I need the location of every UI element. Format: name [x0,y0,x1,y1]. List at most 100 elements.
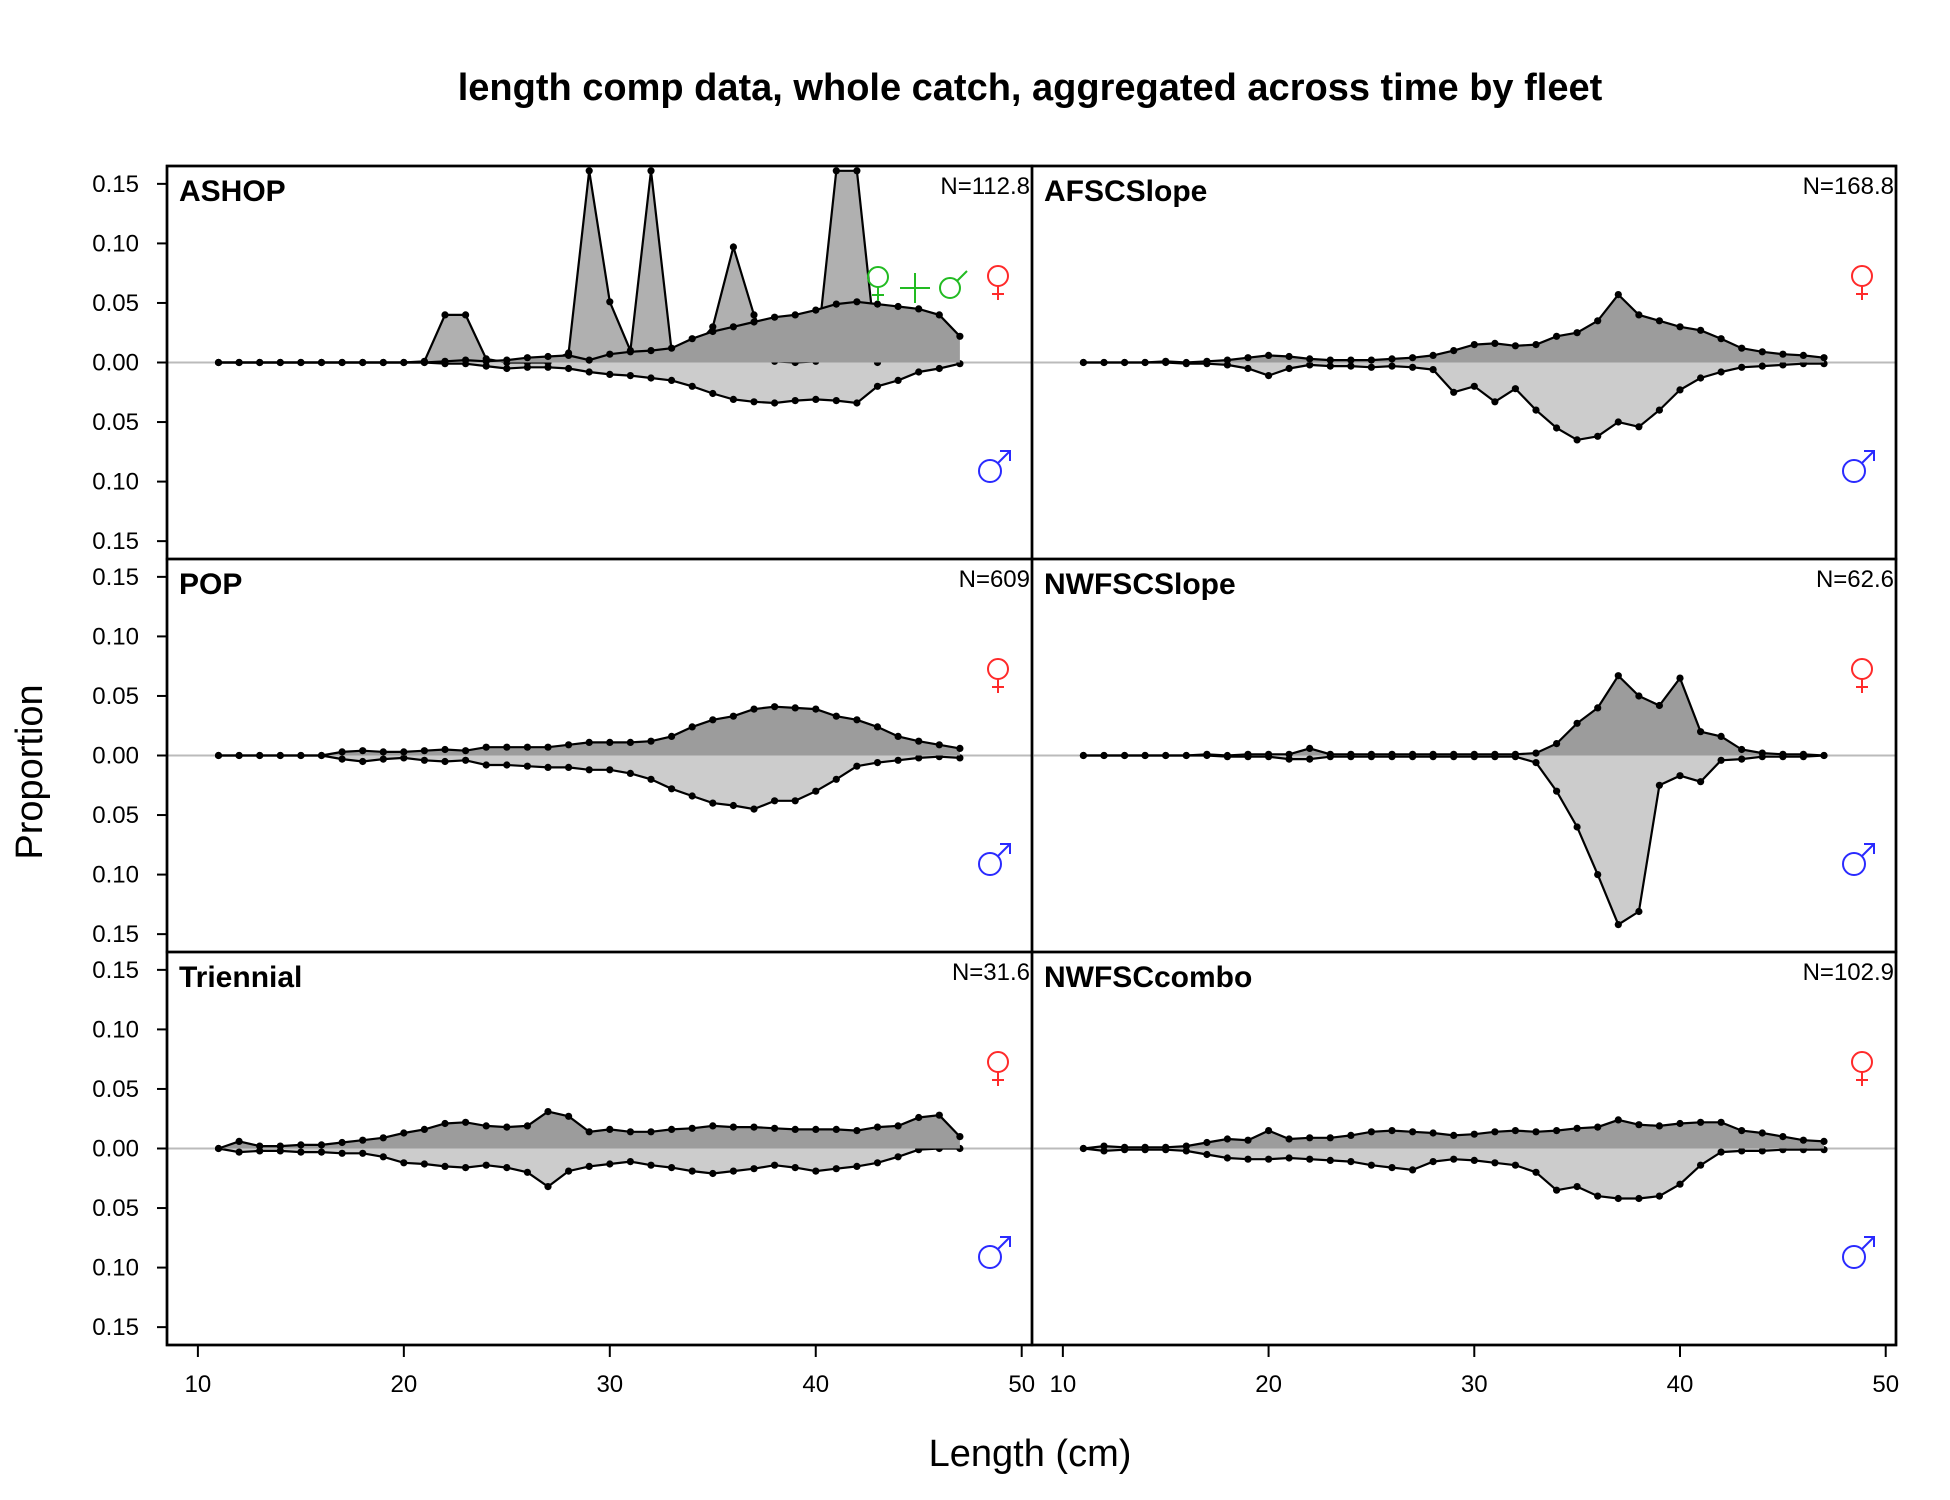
female-symbol-icon [987,658,1009,693]
female-point [1265,351,1273,359]
male-point [1553,787,1561,795]
sample-size-label: N=112.8 [940,173,1030,200]
female-point [1573,719,1581,727]
male-point [688,382,696,390]
male-point [1717,1148,1725,1156]
female-point [1141,1143,1149,1151]
female-point [1738,344,1746,352]
male-symbol-ring [978,852,1002,876]
female-point [915,737,923,745]
female-point [276,751,284,760]
female-point [709,327,717,336]
y-tick-label: 0.10 [92,1016,139,1043]
male-point [606,1160,614,1168]
male-point [1553,424,1561,432]
male-point [894,756,902,764]
y-tick-label: 0.00 [92,1136,139,1163]
female-point [482,357,490,365]
female-point [214,1144,223,1153]
female-point [1655,1122,1663,1130]
male-point [585,1162,593,1170]
male-point [1635,907,1643,916]
female-point [1820,751,1828,760]
male-point [1326,362,1334,370]
unsexed-point [750,311,758,319]
female-point [1758,1129,1766,1137]
female-point [1635,311,1643,319]
female-area [218,1111,960,1149]
female-series [214,298,964,367]
male-point [1717,368,1725,376]
female-point [1799,1136,1807,1144]
y-tick-label: 0.15 [92,171,139,198]
female-point [771,313,779,321]
male-point [317,1148,326,1156]
female-point [400,358,408,367]
y-tick-label: 0.05 [92,290,139,317]
female-point [214,358,223,367]
female-point [729,323,738,331]
panel-title: NWFSCSlope [1044,568,1236,601]
female-point [503,1123,511,1131]
male-point [791,1164,799,1172]
male-area [1083,362,1824,440]
y-tick-label: 0.05 [92,802,139,829]
female-point [1594,704,1602,712]
female-point [812,705,820,713]
female-point [565,351,573,359]
male-point [338,1149,346,1157]
female-point [853,298,861,306]
female-point [688,1124,696,1132]
female-point [709,716,717,724]
female-point [1079,358,1087,367]
female-point [1367,356,1375,364]
male-point [1594,1192,1602,1200]
sample-size-label: N=62.6 [1816,566,1894,593]
male-point [791,797,799,805]
y-tick-label: 0.05 [92,1076,139,1103]
male-point [771,797,779,805]
female-point [1470,1130,1478,1138]
female-point [1676,1119,1684,1128]
male-point [1655,406,1663,414]
female-point [1820,1137,1828,1145]
female-point [256,1142,264,1150]
male-point [1450,1155,1458,1163]
male-point [1306,361,1314,369]
female-point [750,1123,758,1131]
female-point [1614,291,1622,299]
female-point [1265,1127,1273,1135]
female-point [503,356,511,364]
male-point [1614,921,1622,929]
male-symbol-ring [978,1245,1002,1269]
female-point [235,751,243,760]
male-point [359,757,367,766]
female-series [1079,672,1828,760]
female-point [1141,358,1149,367]
female-point [1470,341,1478,349]
male-point [668,376,676,384]
male-point [441,757,449,766]
y-tick-label: 0.05 [92,1195,139,1222]
panel-title: Triennial [179,961,302,994]
x-tick-label: 20 [390,1371,417,1398]
female-point [709,1122,717,1130]
male-symbol-ring [1842,1245,1866,1269]
female-point [420,1125,428,1133]
male-point [1676,1180,1684,1188]
male-point [606,766,614,774]
male-area [1083,755,1824,925]
female-point [1100,358,1108,367]
female-point [1614,672,1622,680]
female-point [462,747,470,755]
female-point [1697,728,1705,736]
female-point [1573,329,1581,337]
male-point [873,382,882,390]
male-point [915,754,923,762]
female-point [1614,1116,1622,1124]
male-point [709,1169,717,1178]
female-point [338,358,346,367]
female-point [1306,744,1314,753]
female-point [1450,1131,1458,1139]
female-point [482,743,490,751]
